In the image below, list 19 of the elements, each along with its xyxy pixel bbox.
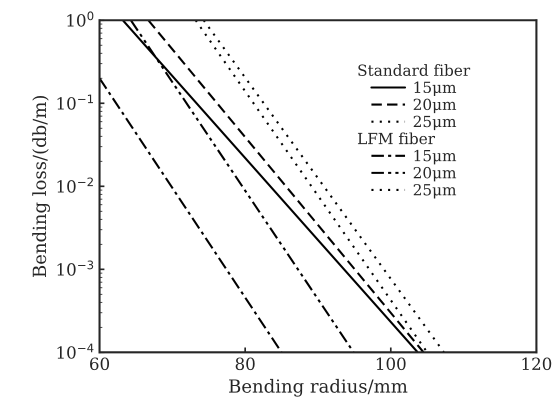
annotation: Standard fiber	[358, 64, 470, 76]
y-tick-label: 10$^{−4}$	[58, 344, 94, 359]
y-tick-label: 10$^{−2}$	[58, 177, 93, 193]
legend-label: 15μm	[414, 150, 456, 164]
legend-label: 25μm	[414, 116, 456, 130]
legend-label: 25μm	[414, 184, 456, 198]
y-tick-label: 10$^{0}$	[67, 11, 94, 27]
x-tick-label: 60	[90, 358, 110, 370]
x-tick-label: 120	[522, 358, 552, 370]
x-tick-label: 80	[236, 358, 255, 370]
x-tick-label: 100	[376, 358, 406, 370]
legend-label: 20μm	[414, 98, 456, 114]
legend-label: 20μm	[414, 166, 456, 182]
y-axis-title: Bending loss/(db/m)	[32, 96, 50, 278]
y-tick-label: 10$^{−3}$	[58, 260, 94, 276]
y-tick-label: 10$^{−1}$	[58, 94, 93, 110]
annotation: LFM fiber	[358, 132, 436, 144]
x-axis-title: Bending radius/mm	[229, 378, 408, 397]
legend-label: 15μm	[414, 82, 456, 96]
